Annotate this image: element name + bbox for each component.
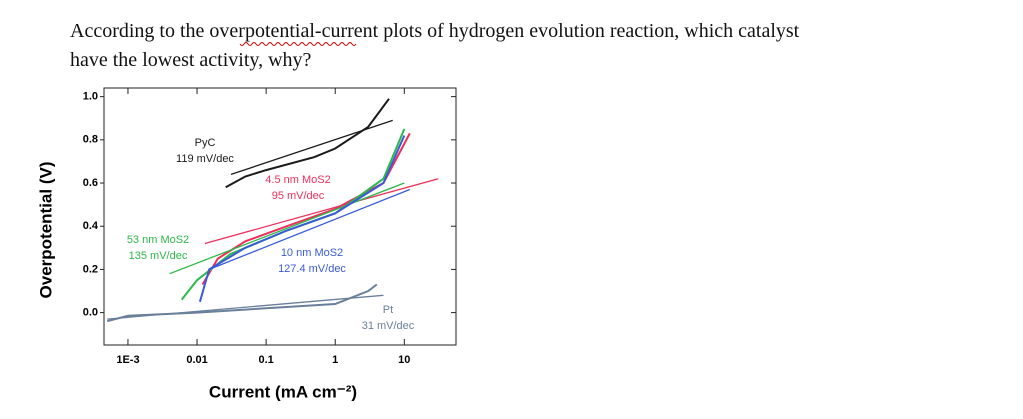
slope-label: 119 mV/dec: [176, 153, 234, 165]
x-tick-label: 10: [398, 354, 410, 366]
y-tick-label: 1.0: [83, 91, 98, 103]
plot-frame: [103, 87, 457, 346]
y-tick-label: 0.8: [83, 134, 98, 146]
tafel-fit: [230, 119, 393, 176]
series-label: 4.5 nm MoS2: [265, 174, 330, 186]
question-line: According to the overpotential-current p…: [70, 20, 800, 42]
y-tick-label: 0.2: [83, 263, 98, 275]
x-tick-label: 0.01: [186, 354, 207, 366]
x-tick-label: 0.1: [258, 354, 273, 366]
y-axis-label: Overpotential (V): [36, 162, 55, 299]
series-label: 53 nm MoS2: [127, 234, 189, 246]
tafel-fit: [204, 178, 439, 245]
x-tick-label: 1: [332, 354, 338, 366]
slope-label: 127.4 mV/dec: [278, 263, 346, 275]
slope-label: 31 mV/dec: [362, 320, 415, 332]
series-label: 10 nm MoS2: [281, 247, 343, 259]
x-tick-label: 1E-3: [116, 354, 139, 366]
y-tick-label: 0.0: [83, 307, 98, 319]
x-axis-label: Current (mA cm⁻²): [209, 382, 357, 401]
y-tick-label: 0.4: [83, 220, 99, 232]
question-line: have the lowest activity, why?: [70, 49, 312, 71]
tafel-fit: [107, 294, 384, 320]
slope-label: 135 mV/dec: [129, 250, 188, 262]
spell-underline: [239, 42, 357, 46]
curve: [106, 283, 378, 323]
tafel-fit: [208, 188, 411, 271]
tafel-fit: [169, 182, 405, 275]
curve: [225, 98, 390, 189]
y-tick-label: 0.6: [83, 177, 98, 189]
series-label: Pt: [383, 304, 393, 316]
series-label: PyC: [195, 137, 216, 149]
slope-label: 95 mV/dec: [272, 190, 325, 202]
